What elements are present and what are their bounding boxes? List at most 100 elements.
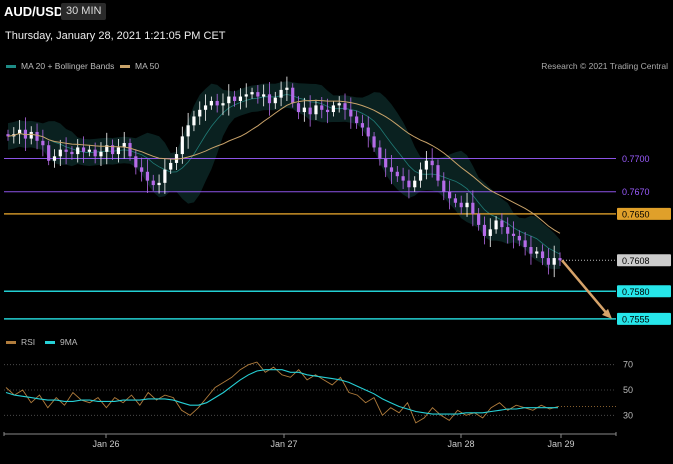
candle-body (436, 165, 440, 181)
candle-body (81, 147, 86, 152)
x-tick-label-2: Jan 28 (447, 439, 474, 449)
rsi-ma-swatch (45, 340, 55, 344)
candle-body (535, 251, 539, 254)
candle-body (279, 89, 283, 98)
ma50-line (7, 99, 561, 234)
candle-body (18, 129, 22, 135)
candle-body (523, 240, 527, 248)
candle-body (186, 125, 190, 137)
candle-body (465, 202, 469, 208)
projection-arrowhead (602, 308, 612, 319)
candle-body (395, 171, 399, 177)
candle-body (145, 171, 150, 181)
candle-body (169, 162, 173, 170)
candle-body (209, 100, 213, 106)
level-tag-3 (617, 254, 671, 267)
candle-body (35, 131, 39, 141)
candle-body (488, 229, 492, 236)
rsi-ma-line (5, 369, 558, 415)
symbol-label: AUD/USD (4, 4, 64, 19)
level-tag-2 (617, 207, 671, 220)
candle-body (349, 109, 353, 117)
level-label-0: 0.7700 (622, 154, 650, 164)
x-tick-label-0: Jan 26 (92, 439, 119, 449)
candle-body (52, 156, 57, 161)
candle-body (227, 96, 231, 104)
credit-label: Research © 2021 Trading Central (541, 61, 668, 71)
level-tag-4 (617, 285, 671, 298)
legend-ma50-label: MA 50 (135, 61, 160, 71)
candle-body (331, 105, 335, 113)
candle-body (256, 92, 260, 97)
rsi-tick-2: 30 (623, 410, 633, 420)
candle-body (453, 198, 458, 203)
candle-body (122, 143, 126, 148)
candle-body (140, 167, 144, 172)
ma20-line (7, 94, 561, 255)
candle-body (105, 145, 109, 152)
candle-body (180, 136, 184, 155)
candle-body (442, 180, 446, 192)
legend-ma50: MA 50 (120, 61, 159, 71)
ma20-swatch (6, 64, 16, 68)
candle-body (116, 147, 120, 155)
candle-body (430, 160, 434, 166)
rsi-line (5, 361, 559, 424)
candle-body (29, 131, 33, 139)
level-label-4: 0.7580 (622, 287, 650, 297)
bollinger-band (8, 81, 560, 270)
candle-body (302, 107, 306, 113)
candle-body (471, 202, 475, 214)
chart-header: AUD/USD 30 MIN (0, 0, 673, 26)
legend-9ma: 9MA (45, 337, 77, 347)
candle-body (58, 149, 62, 157)
candle-body (76, 147, 80, 155)
rsi-tick-1: 50 (623, 385, 633, 395)
candle-body (99, 151, 103, 157)
candle-body (250, 92, 254, 95)
legend-rsi: RSI (6, 337, 35, 347)
legend-rsi-label: RSI (21, 337, 36, 347)
candle-body (355, 116, 359, 124)
candle-body (192, 116, 196, 126)
candle-body (41, 140, 45, 146)
candle-body (366, 127, 370, 137)
candle-body (343, 103, 347, 110)
candle-body (296, 103, 301, 113)
candle-body (448, 191, 452, 199)
candle-body (401, 176, 405, 181)
candle-body (482, 224, 487, 236)
candle-body (285, 87, 289, 90)
candle-body (87, 149, 91, 152)
candle-body (360, 123, 365, 128)
candle-body (552, 258, 556, 265)
timestamp-label: Thursday, January 28, 2021 1:21:05 PM CE… (5, 30, 226, 42)
candle-body (378, 147, 382, 159)
candle-body (244, 94, 248, 97)
candle-body (110, 145, 115, 155)
candle-body (163, 169, 167, 183)
candle-body (308, 107, 312, 115)
candle-body (517, 235, 521, 241)
legend-ma20: MA 20 + Bollinger Bands (6, 61, 114, 71)
rsi-tick-0: 70 (623, 360, 633, 370)
candle-body (477, 213, 481, 225)
candle-body (233, 96, 237, 101)
interval-button[interactable]: 30 MIN (61, 3, 107, 20)
level-tag-0 (617, 152, 671, 165)
candle-body (320, 105, 324, 110)
candle-body (238, 96, 243, 101)
candle-body (407, 180, 411, 188)
candle-body (413, 180, 417, 188)
candle-body (384, 158, 388, 168)
candle-body (540, 251, 545, 259)
candle-body (546, 258, 550, 265)
level-label-5: 0.7555 (622, 314, 650, 324)
candle-body (134, 156, 138, 168)
candle-body (128, 143, 132, 157)
candle-body (511, 233, 516, 236)
candle-body (459, 202, 463, 208)
candle-body (93, 149, 97, 157)
candle-body (6, 134, 10, 137)
